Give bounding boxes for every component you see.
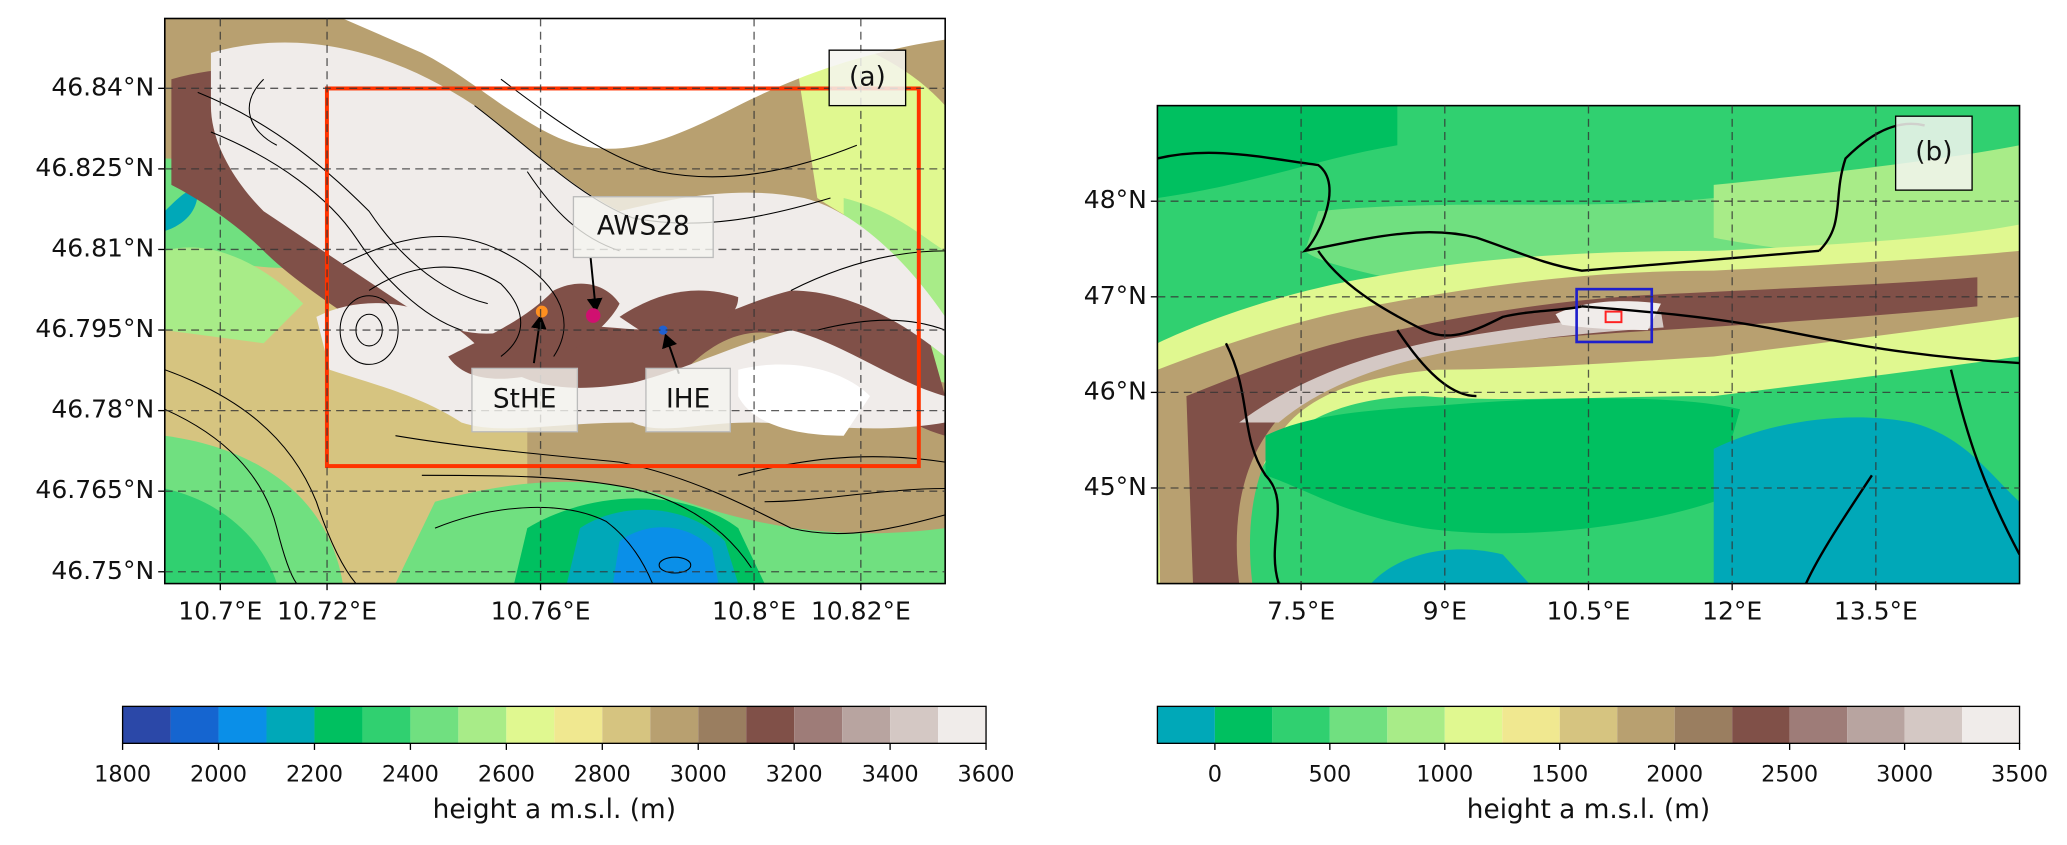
label-box (828, 49, 907, 107)
colorbar-segment (890, 706, 939, 744)
annotation: IHE (666, 385, 710, 415)
colorbar-segment (506, 706, 555, 744)
colorbar-segment (1962, 706, 2020, 744)
colorbar-segment (122, 706, 171, 744)
terrain-a (164, 18, 946, 584)
colorbar-frame (121, 705, 987, 744)
colorbar-segment (794, 706, 843, 744)
colorbar-label: height a m.s.l. (m) (1467, 795, 1710, 825)
colorbar-segment (1789, 706, 1848, 744)
colorbar-segment (362, 706, 411, 744)
colorbar-segment (1157, 706, 1215, 744)
x-tick-label: 10.7°E (178, 597, 262, 626)
colorbar-segment (1387, 706, 1445, 744)
panel-label: (a) (849, 62, 886, 92)
y-tick-label: 46.78°N (51, 395, 154, 424)
domain-box (1604, 310, 1623, 324)
x-tick-label: 10.8°E (712, 597, 796, 626)
y-tick-label: 46.81°N (51, 233, 154, 262)
colorbar-segment (1502, 706, 1560, 744)
colorbar-segment (1617, 706, 1675, 744)
y-tick-label: 46.795°N (35, 314, 154, 343)
annotation-box (572, 196, 714, 259)
colorbar-segment (410, 706, 459, 744)
colorbar-segment (1732, 706, 1790, 744)
colorbar-tick-label: 3400 (862, 762, 919, 788)
colorbar-segment (1214, 706, 1273, 744)
colorbar-segment (1674, 706, 1733, 744)
y-tick-label: 47°N (1084, 281, 1147, 310)
colorbar-segment (602, 706, 651, 744)
colorbar-tick-label: 2000 (190, 762, 247, 788)
colorbar-tick-label: 2000 (1646, 762, 1703, 788)
colorbar-segment (938, 706, 987, 744)
x-tick-label: 9°E (1423, 597, 1467, 626)
colorbar-tick-label: 2400 (382, 762, 439, 788)
annotation-box (471, 367, 579, 433)
colorbar-segment (1847, 706, 1905, 744)
arrow (662, 333, 680, 374)
colorbar-segment (554, 706, 603, 744)
colorbar-segment (1444, 706, 1503, 744)
x-tick-label: 13.5°E (1834, 597, 1918, 626)
station (535, 305, 548, 318)
colorbar-segment (314, 706, 363, 744)
colorbar-tick-label: 2600 (478, 762, 535, 788)
y-tick-label: 46.825°N (35, 153, 154, 182)
colorbar-tick-label: 3200 (766, 762, 823, 788)
colorbar-tick-label: 2500 (1761, 762, 1818, 788)
colorbar-segment (746, 706, 795, 744)
x-tick-label: 10.72°E (277, 597, 377, 626)
colorbar-segment (1559, 706, 1618, 744)
arrow (530, 314, 547, 364)
colorbar-segment (650, 706, 699, 744)
y-tick-label: 48°N (1084, 185, 1147, 214)
colorbar-segment (842, 706, 891, 744)
colorbar-tick-label: 2800 (574, 762, 631, 788)
axes-frame (163, 17, 946, 585)
colorbar-segment (266, 706, 315, 744)
colorbar-segment (458, 706, 507, 744)
station (585, 308, 601, 323)
station (658, 325, 668, 335)
colorbar-tick-label: 1000 (1416, 762, 1473, 788)
x-tick-label: 10.76°E (491, 597, 591, 626)
colorbar-segment (218, 706, 267, 744)
colorbar-tick-label: 1800 (94, 762, 151, 788)
colorbar-tick-label: 2200 (286, 762, 343, 788)
annotation: AWS28 (597, 212, 690, 242)
colorbar-label: height a m.s.l. (m) (433, 795, 676, 825)
x-tick-label: 10.82°E (811, 597, 911, 626)
colorbar-tick-label: 500 (1308, 762, 1351, 788)
colorbar-segment (1904, 706, 1963, 744)
x-tick-label: 10.5°E (1546, 597, 1630, 626)
x-tick-label: 12°E (1702, 597, 1762, 626)
y-tick-label: 45°N (1084, 472, 1147, 501)
colorbar-frame (1156, 705, 2021, 744)
annotation: StHE (493, 385, 557, 415)
colorbar-tick-label: 0 (1208, 762, 1222, 788)
y-tick-label: 46.765°N (35, 475, 154, 504)
y-tick-label: 46°N (1084, 376, 1147, 405)
annotation-box (645, 367, 731, 433)
domain-box (1575, 287, 1654, 344)
colorbar-tick-label: 3500 (1991, 762, 2048, 788)
colorbar-segment (1329, 706, 1388, 744)
colorbar-tick-label: 1500 (1531, 762, 1588, 788)
x-tick-label: 7.5°E (1267, 597, 1335, 626)
colorbar-tick-label: 3000 (670, 762, 727, 788)
colorbar-segment (170, 706, 219, 744)
colorbar-tick-label: 3600 (958, 762, 1015, 788)
colorbar-segment (698, 706, 747, 744)
y-tick-label: 46.75°N (51, 556, 154, 585)
colorbar-tick-label: 3000 (1876, 762, 1933, 788)
y-tick-label: 46.84°N (51, 72, 154, 101)
label-box (1894, 115, 1973, 191)
arrow (586, 257, 603, 313)
colorbar-segment (1272, 706, 1330, 744)
panel-label: (b) (1915, 138, 1952, 168)
domain-box (324, 86, 921, 469)
